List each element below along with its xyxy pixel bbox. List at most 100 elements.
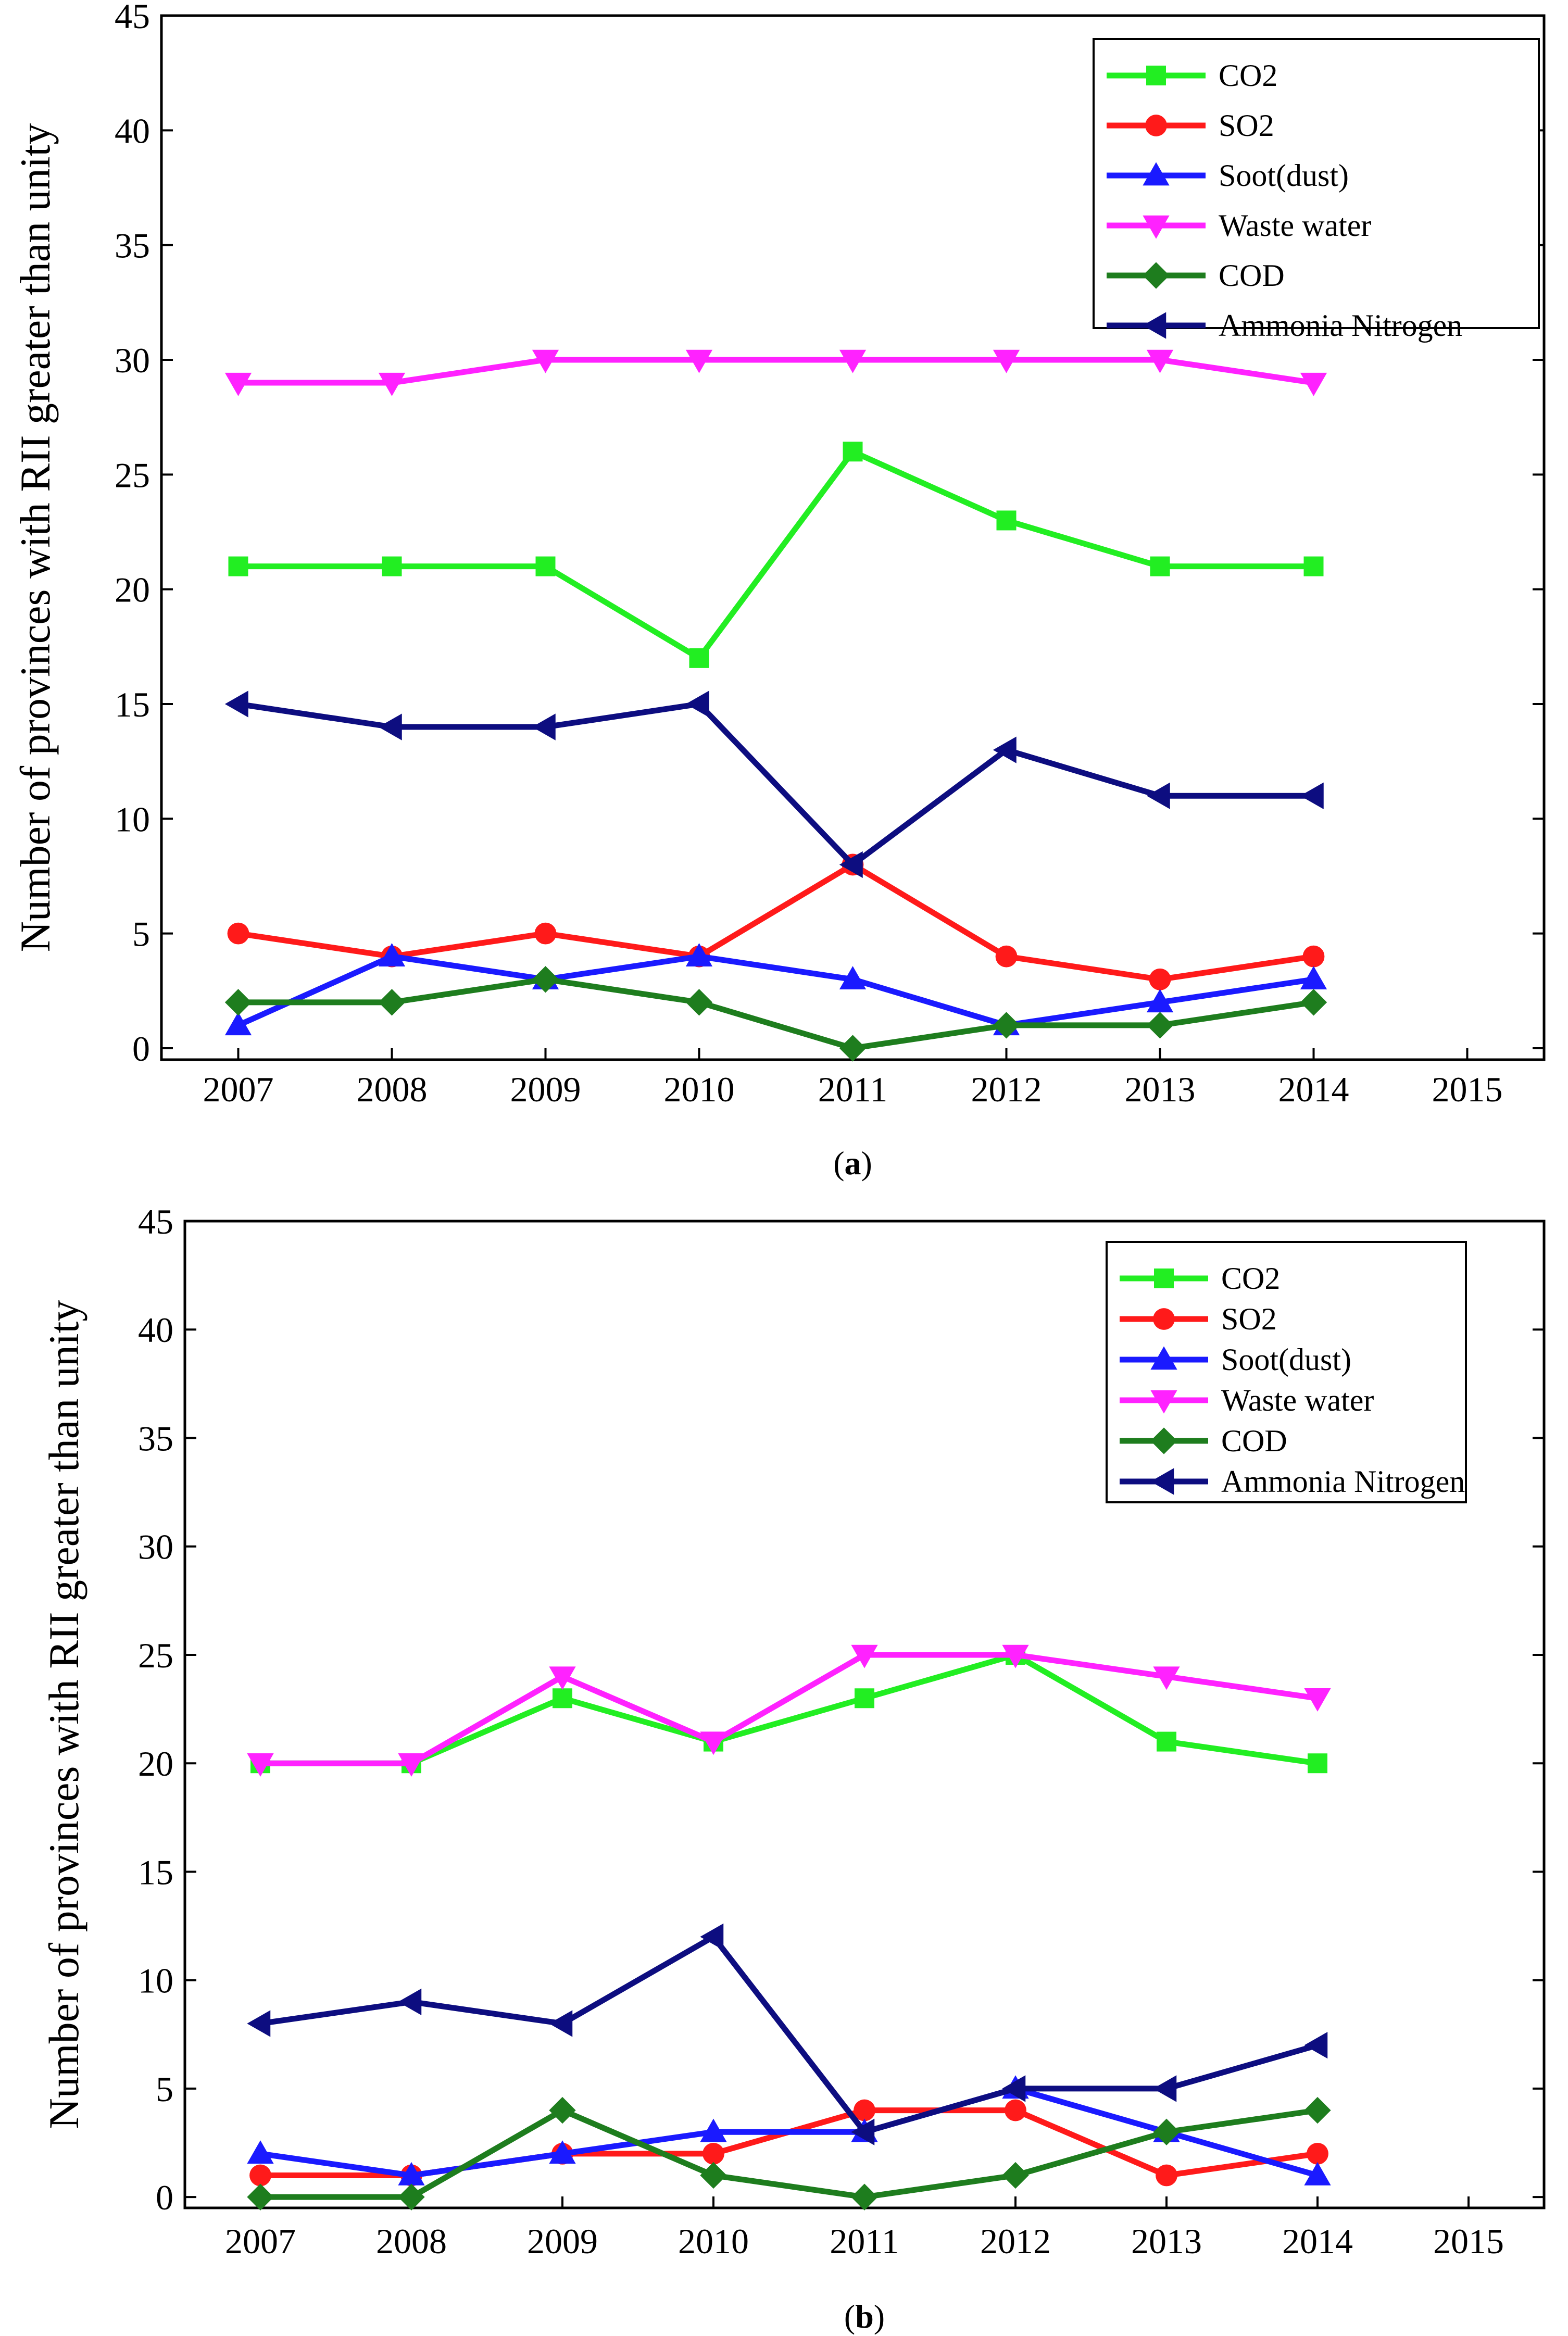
legend-label: Ammonia Nitrogen: [1221, 1464, 1465, 1499]
data-point: [224, 690, 248, 718]
legend-marker: [1150, 1390, 1177, 1414]
data-point: [1300, 372, 1327, 396]
series-cod: [224, 966, 1327, 1062]
data-point: [1304, 2162, 1331, 2186]
data-point: [1308, 1753, 1327, 1774]
x-tick-label: 2012: [971, 1070, 1042, 1109]
y-tick-label: 20: [138, 1744, 173, 1784]
y-tick-label: 20: [115, 570, 150, 610]
data-point: [851, 2183, 878, 2211]
series-line: [238, 357, 1314, 386]
legend-item-co2: CO2: [1120, 1261, 1280, 1296]
legend-item-ammonia-nitrogen: Ammonia Nitrogen: [1107, 308, 1462, 343]
y-tick-label: 5: [156, 2069, 173, 2109]
data-point: [1150, 556, 1170, 576]
data-point: [1304, 2031, 1328, 2059]
data-point: [996, 510, 1017, 531]
series-co2: [228, 442, 1324, 668]
data-point: [532, 713, 556, 740]
y-tick-label: 40: [138, 1310, 173, 1350]
y-tick-label: 10: [138, 1961, 173, 2001]
caption-letter: a: [845, 1145, 861, 1182]
data-point: [249, 2164, 271, 2187]
x-tick-label: 2009: [510, 1070, 581, 1109]
panel-caption: (a): [833, 1145, 872, 1182]
data-point: [224, 989, 252, 1016]
caption-open: (: [833, 1145, 844, 1182]
data-point: [700, 2162, 727, 2189]
series-line: [237, 701, 1314, 868]
data-point: [398, 1988, 422, 2015]
legend-label: CO2: [1221, 1261, 1280, 1296]
panel-caption: (b): [844, 2298, 885, 2335]
data-point: [839, 851, 863, 878]
legend-item-soot-dust: Soot(dust): [1107, 158, 1349, 193]
y-tick-label: 15: [138, 1852, 173, 1892]
data-point: [532, 966, 559, 993]
x-tick-label: 2015: [1432, 1070, 1503, 1109]
x-tick-label: 2010: [678, 2221, 749, 2261]
legend-marker: [1145, 115, 1167, 136]
data-point: [553, 1688, 572, 1709]
data-point: [1005, 2099, 1026, 2121]
data-point: [685, 349, 713, 373]
legend: CO2 SO2 Soot(dust) Waste water COD Ammonia Ni…: [1093, 38, 1540, 343]
data-point: [247, 2140, 274, 2164]
legend-marker: [1143, 262, 1170, 289]
x-tick-label: 2014: [1282, 2221, 1353, 2261]
legend-label: COD: [1219, 258, 1285, 293]
data-point: [1146, 782, 1170, 809]
data-point: [839, 966, 867, 990]
series-ammonia-nitrogen: [247, 1923, 1328, 2145]
x-tick-label: 2015: [1433, 2221, 1504, 2261]
data-point: [398, 2162, 425, 2186]
data-point: [378, 713, 402, 740]
x-tick-label: 2011: [818, 1070, 887, 1109]
y-tick-label: 0: [132, 1029, 150, 1069]
x-tick-label: 2007: [225, 2221, 296, 2261]
y-axis-title: Number of provinces with RII greater tha…: [40, 1300, 87, 2129]
caption-close: ): [861, 1145, 872, 1182]
caption-close: ): [874, 2298, 885, 2335]
legend-marker: [1150, 1427, 1177, 1454]
x-tick-label: 2007: [203, 1070, 274, 1109]
y-tick-label: 25: [115, 455, 150, 495]
legend-label: Soot(dust): [1221, 1342, 1351, 1377]
legend-marker: [1154, 1269, 1174, 1288]
data-point: [378, 943, 406, 966]
legend-marker: [1153, 1308, 1175, 1330]
x-tick-label: 2009: [527, 2221, 598, 2261]
data-point: [689, 648, 709, 668]
series-soot-dust: [224, 943, 1327, 1036]
y-tick-label: 25: [138, 1636, 173, 1675]
data-point: [851, 1644, 878, 1668]
legend-item-waste-water: Waste water: [1120, 1383, 1374, 1417]
series-waste-water: [224, 349, 1327, 396]
data-point: [1153, 1666, 1180, 1690]
legend-marker: [1143, 312, 1166, 339]
series-waste-water: [247, 1644, 1331, 1777]
data-point: [247, 2183, 274, 2211]
legend: CO2 SO2 Soot(dust) Waste water COD Ammonia Ni…: [1106, 1241, 1467, 1503]
data-point: [855, 1688, 874, 1709]
data-point: [247, 1753, 274, 1777]
y-tick-label: 15: [115, 685, 150, 724]
y-tick-label: 40: [115, 111, 150, 150]
legend-item-cod: COD: [1120, 1424, 1287, 1458]
series-line: [260, 1652, 1318, 1766]
data-point: [1303, 556, 1324, 576]
data-point: [1304, 2096, 1331, 2124]
legend-label: CO2: [1219, 58, 1277, 93]
data-point: [378, 989, 406, 1016]
data-point: [700, 1923, 724, 1951]
y-tick-label: 30: [115, 341, 150, 380]
data-point: [1153, 2118, 1180, 2145]
data-point: [993, 736, 1017, 763]
x-tick-label: 2008: [357, 1070, 428, 1109]
data-point: [1146, 1012, 1174, 1039]
series-line: [260, 1652, 1318, 1766]
y-tick-label: 0: [156, 2178, 173, 2217]
series-line: [260, 2086, 1319, 2179]
legend-marker: [1143, 215, 1170, 239]
data-point: [1300, 966, 1327, 990]
